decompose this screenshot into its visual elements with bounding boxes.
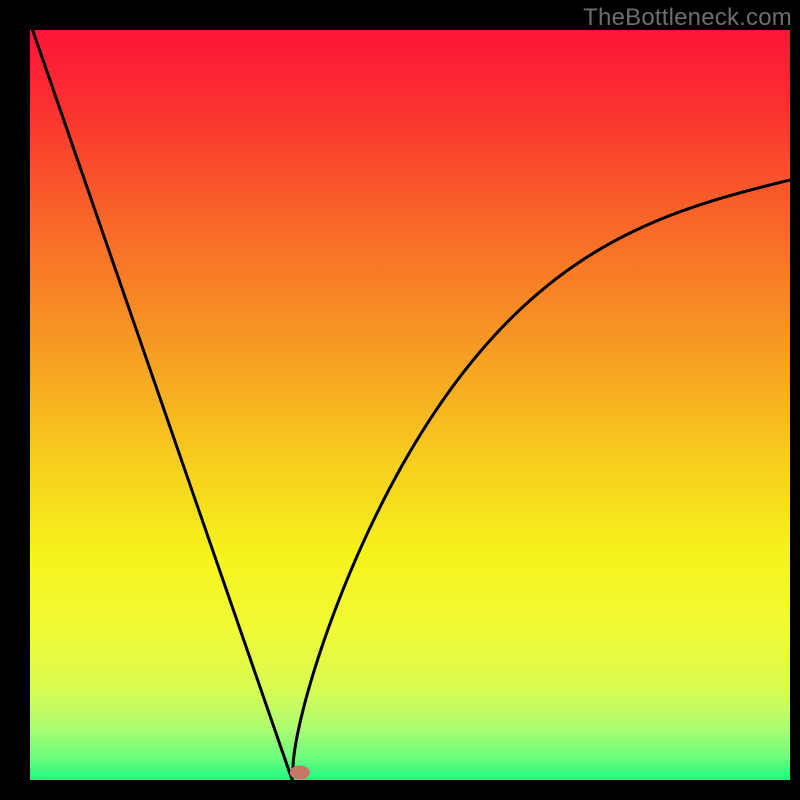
- chart-container: TheBottleneck.com: [0, 0, 800, 800]
- bottleneck-marker: [290, 766, 310, 780]
- plot-background: [30, 30, 790, 780]
- bottleneck-chart: [0, 0, 800, 800]
- watermark-text: TheBottleneck.com: [583, 4, 792, 32]
